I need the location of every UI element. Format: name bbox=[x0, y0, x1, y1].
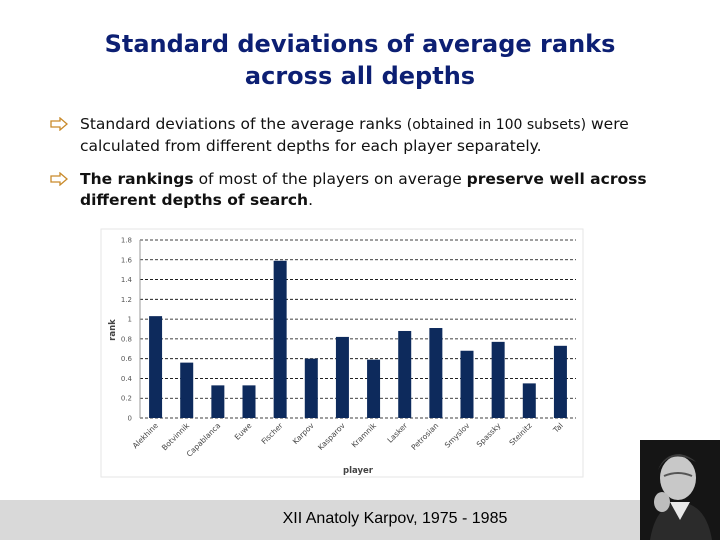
arrow-right-icon bbox=[50, 172, 68, 186]
portrait-photo bbox=[640, 440, 720, 540]
y-tick-label: 0.6 bbox=[121, 355, 133, 363]
footer-caption: XII Anatoly Karpov, 1975 - 1985 bbox=[282, 510, 508, 527]
bar-alekhine bbox=[149, 316, 163, 418]
bullet2-text-d: across different depths of search bbox=[80, 170, 647, 209]
y-tick-label: 1.2 bbox=[121, 296, 132, 304]
bar-lasker bbox=[398, 330, 412, 418]
bullet2-text-e: . bbox=[308, 191, 314, 209]
x-tick-label: Smyslov bbox=[443, 421, 472, 450]
slide-title: Standard deviations of average ranks acr… bbox=[0, 28, 720, 92]
title-line-1: Standard deviations of average ranks bbox=[104, 30, 616, 58]
x-tick-label: Alekhine bbox=[131, 421, 161, 451]
y-tick-label: 1.4 bbox=[121, 276, 133, 284]
y-tick-label: 0.2 bbox=[121, 395, 132, 403]
bar-tal bbox=[553, 345, 567, 418]
x-tick-label: Steinitz bbox=[507, 421, 533, 447]
bar-petrosian bbox=[429, 328, 443, 418]
bar-euwe bbox=[242, 385, 256, 418]
bullet1-text-c: were calculated from different depths fo… bbox=[80, 115, 629, 155]
bullet1-text-a: Standard deviations of the average ranks bbox=[80, 115, 407, 133]
y-tick-label: 0.8 bbox=[121, 335, 132, 343]
bar-fischer bbox=[273, 260, 287, 418]
y-axis-label: rank bbox=[108, 319, 118, 341]
footer-bar bbox=[0, 500, 720, 540]
bullet2-text-a: The rankings bbox=[80, 170, 194, 188]
bullet1-text-b: (obtained in 100 subsets) bbox=[406, 117, 587, 133]
y-tick-label: 0.4 bbox=[121, 375, 133, 383]
y-tick-label: 0 bbox=[128, 415, 132, 423]
x-tick-label: Kasparov bbox=[316, 421, 347, 452]
bar-spassky bbox=[491, 341, 505, 418]
bar-smyslov bbox=[460, 350, 474, 418]
y-tick-label: 1.6 bbox=[121, 256, 133, 264]
x-tick-label: Petrosian bbox=[409, 421, 440, 452]
bar-botvinnik bbox=[180, 362, 194, 418]
chart-frame bbox=[100, 228, 584, 478]
x-tick-label: Fischer bbox=[260, 420, 286, 446]
x-tick-label: Kramnik bbox=[350, 421, 379, 450]
x-tick-label: Spassky bbox=[475, 421, 503, 449]
bar-kasparov bbox=[335, 336, 349, 418]
x-tick-label: Botvinnik bbox=[160, 421, 192, 453]
y-tick-label: 1.8 bbox=[121, 237, 132, 245]
x-tick-label: Karpov bbox=[291, 421, 316, 446]
bar-capablanca bbox=[211, 385, 225, 418]
arrow-right-icon bbox=[50, 117, 68, 131]
x-axis-label: player bbox=[343, 466, 374, 476]
bar-chart: 0 0.2 0.4 0.6 0.8 1 1.2 1.4 1.6 1.8 Alekhine Botvin… bbox=[100, 228, 584, 478]
portrait-image bbox=[640, 440, 720, 540]
x-tick-label: Euwe bbox=[233, 421, 254, 442]
title-line-2: across all depths bbox=[244, 62, 476, 90]
y-tick-label: 1 bbox=[128, 316, 132, 324]
bar-steinitz bbox=[522, 383, 536, 418]
bar-kramnik bbox=[367, 359, 381, 418]
bullet2-text-c: preserve well bbox=[466, 170, 585, 188]
bar-karpov bbox=[304, 358, 318, 418]
bullet-item-2: The rankings of most of the players on a… bbox=[50, 169, 690, 211]
bullet-list: Standard deviations of the average ranks… bbox=[50, 114, 690, 223]
x-tick-label: Tal bbox=[551, 421, 565, 435]
bullet2-text-b: of most of the players on average bbox=[193, 170, 467, 188]
x-tick-label: Lasker bbox=[385, 420, 409, 444]
bullet-item-1: Standard deviations of the average ranks… bbox=[50, 114, 690, 157]
